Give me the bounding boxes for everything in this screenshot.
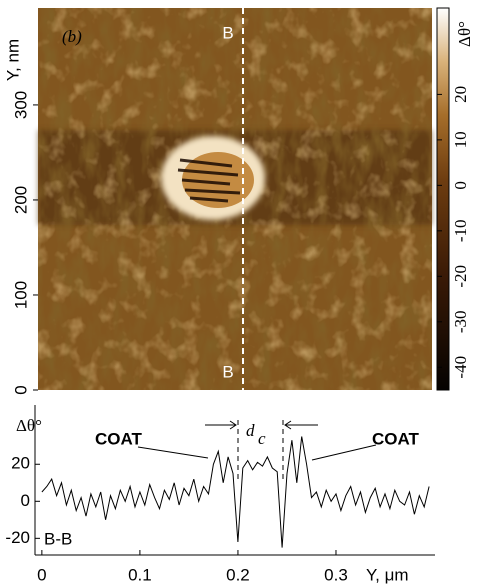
colorbar-label: Δθ° <box>455 21 474 47</box>
x-tick-label: 0 <box>37 565 46 584</box>
x-tick-label: 0.3 <box>324 565 348 584</box>
colorbar-tick-label: 10 <box>451 131 470 148</box>
y-tick-label: 0 <box>21 491 30 510</box>
x-tick-label: 0.1 <box>128 565 152 584</box>
y-tick-label: 300 <box>11 91 30 119</box>
colorbar-tick-label: -30 <box>451 310 470 333</box>
annotation: B-B <box>44 529 72 548</box>
y-tick-label: 100 <box>11 281 30 309</box>
x-tick-label: 0.2 <box>226 565 250 584</box>
y-axis-label: Δθ° <box>16 416 42 435</box>
arrow <box>137 444 377 461</box>
y-axis-label: Y, nm <box>3 39 22 81</box>
x-axis-label: Y, μm <box>366 565 409 584</box>
colorbar-tick-label: -40 <box>451 356 470 379</box>
y-tick-label: 0 <box>11 385 30 394</box>
profile-line <box>41 436 430 548</box>
colorbar <box>436 7 450 391</box>
panel-label: (b) <box>62 27 82 46</box>
annotation: COAT <box>95 429 143 448</box>
colorbar-tick-label: -10 <box>451 219 470 242</box>
colorbar-tick-label: -20 <box>451 265 470 288</box>
width-label: d <box>246 421 255 440</box>
y-tick-label: 20 <box>11 454 30 473</box>
width-label-sub: c <box>258 429 266 448</box>
colorbar-tick-label: 20 <box>451 86 470 103</box>
annotation: COAT <box>372 429 420 448</box>
colorbar-tick-label: 0 <box>451 181 470 190</box>
afm-image <box>38 8 432 390</box>
section-label: B <box>222 23 233 42</box>
y-tick-label: -20 <box>5 528 30 547</box>
section-label: B <box>222 362 233 381</box>
arrow <box>205 420 318 430</box>
y-tick-label: 200 <box>11 186 30 214</box>
